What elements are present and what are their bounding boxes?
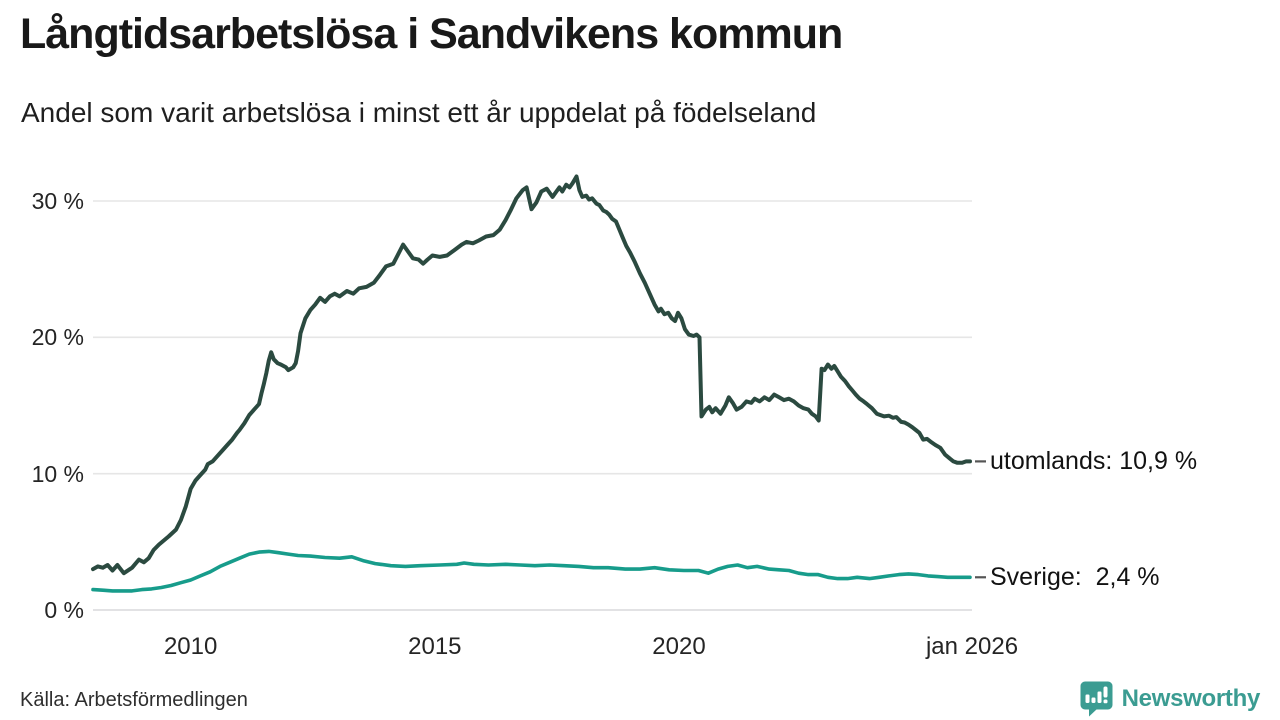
series-end-label-Sverige: Sverige: 2,4 % (990, 563, 1160, 592)
page-subtitle: Andel som varit arbetslösa i minst ett å… (21, 97, 817, 128)
series-line-Sverige (91, 549, 972, 593)
x-axis-tick-label: 2015 (408, 633, 462, 660)
series-end-label-utomlands: utomlands: 10,9 % (990, 447, 1198, 476)
newsworthy-logo: Newsworthy (1079, 680, 1260, 717)
series-line-utomlands (91, 174, 972, 576)
x-axis-tick-label: 2010 (163, 633, 218, 660)
y-axis-tick-label: 10 % (31, 460, 84, 487)
bar-chart-speech-bubble-icon (1079, 680, 1114, 717)
y-axis-tick-label: 20 % (31, 324, 84, 351)
page-title: Långtidsarbetslösa i Sandvikens kommun (20, 10, 843, 58)
source-note: Källa: Arbetsförmedlingen (20, 689, 248, 711)
y-axis-tick-label: 0 % (44, 597, 84, 623)
y-axis-tick-label: 30 % (31, 188, 84, 214)
x-axis-tick-label: jan 2026 (925, 633, 1019, 660)
brand-name: Newsworthy (1121, 684, 1261, 712)
x-axis-tick-label: 2020 (652, 633, 706, 660)
